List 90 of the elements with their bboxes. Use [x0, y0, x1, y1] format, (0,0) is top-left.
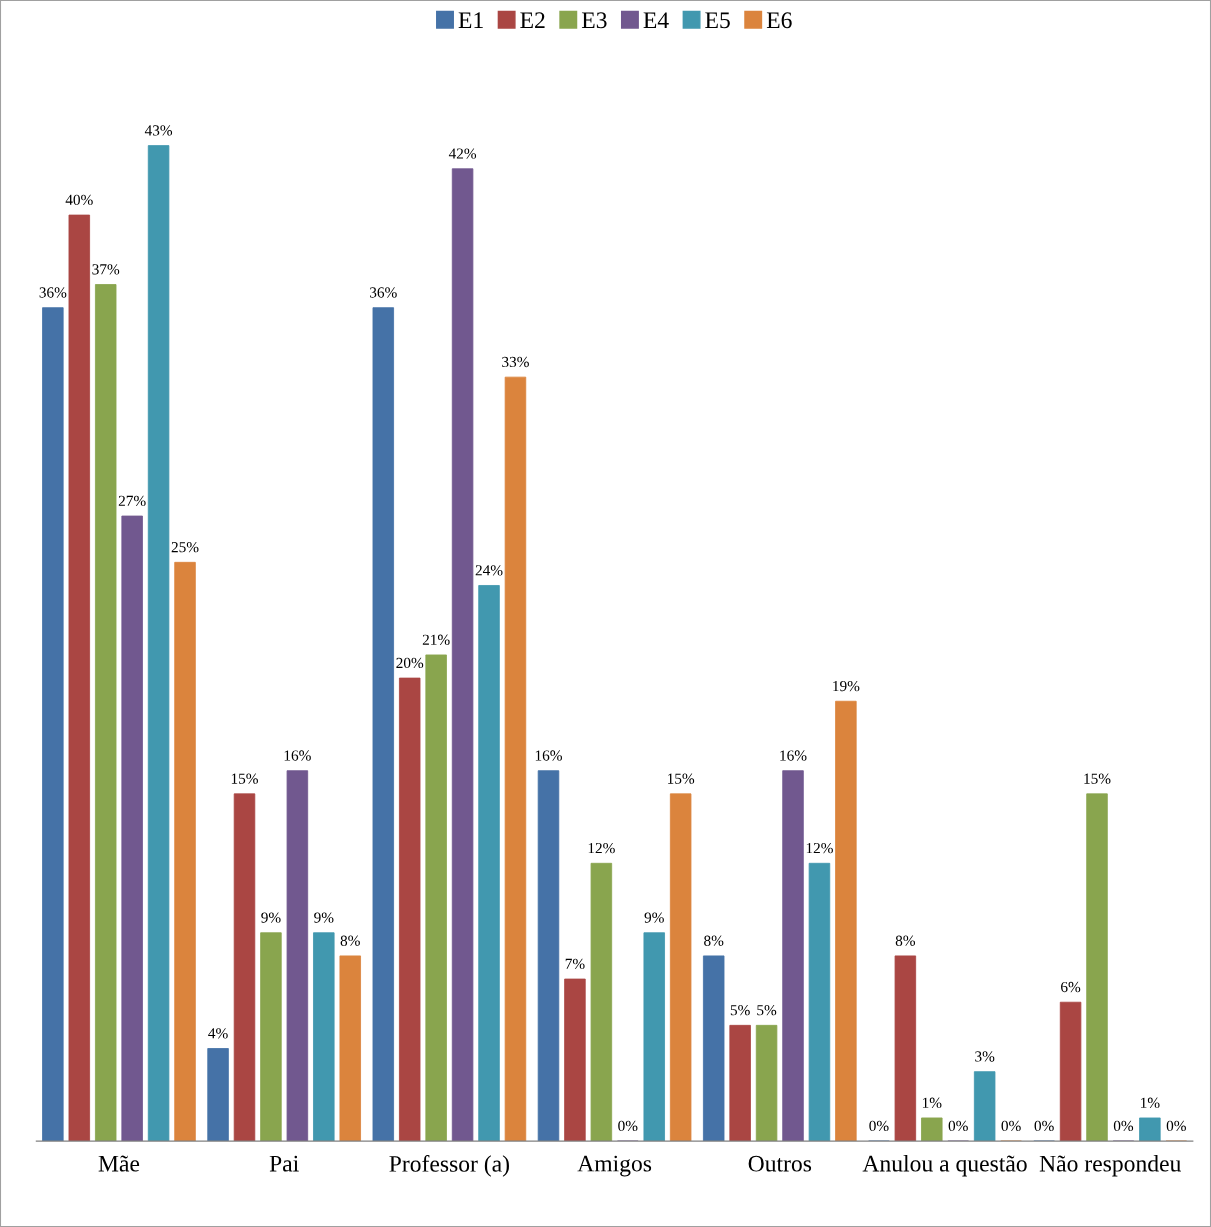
- data-label: 9%: [314, 912, 334, 923]
- bar: [808, 862, 831, 1142]
- bar: [782, 770, 804, 1142]
- legend-label: E2: [520, 12, 545, 28]
- data-label: 0%: [618, 1120, 638, 1132]
- data-label: 0%: [1001, 1120, 1021, 1132]
- bar: [1139, 1117, 1161, 1142]
- bar: [68, 214, 91, 1142]
- bar: [451, 168, 474, 1142]
- bar: [669, 793, 692, 1142]
- bar: [339, 955, 361, 1142]
- data-label: 16%: [780, 750, 807, 761]
- legend-label: E1: [458, 12, 483, 28]
- data-label: 16%: [284, 750, 311, 761]
- data-label: 0%: [1034, 1120, 1054, 1132]
- x-tick-label: Outros: [748, 1155, 812, 1172]
- data-label: 43%: [144, 125, 173, 136]
- data-label: 12%: [588, 842, 615, 854]
- bar: [921, 1117, 943, 1142]
- bar: [894, 955, 917, 1142]
- legend-label: E3: [581, 12, 607, 29]
- data-label: 1%: [922, 1097, 942, 1108]
- data-label: 0%: [1166, 1120, 1186, 1132]
- bar: [504, 376, 527, 1142]
- data-label: 37%: [92, 264, 120, 275]
- data-label: 36%: [370, 287, 397, 298]
- bar: [260, 932, 282, 1142]
- data-label: 27%: [118, 495, 146, 507]
- x-tick-label: Não respondeu: [1039, 1155, 1181, 1177]
- bar: [121, 515, 143, 1142]
- data-label: 15%: [231, 773, 258, 784]
- data-label: 25%: [171, 541, 199, 553]
- data-label: 24%: [475, 565, 503, 576]
- data-label: 5%: [730, 1005, 750, 1016]
- bar: [398, 677, 421, 1142]
- data-label: 16%: [535, 750, 562, 761]
- x-tick-label: Mãe: [98, 1155, 140, 1172]
- bar: [973, 1071, 996, 1142]
- data-label: 1%: [1141, 1097, 1160, 1108]
- bar: [372, 307, 395, 1142]
- bar: [1059, 1001, 1082, 1142]
- bar: [233, 793, 256, 1142]
- legend-label: E6: [766, 12, 792, 29]
- bar: [702, 955, 725, 1142]
- data-label: 9%: [644, 912, 664, 923]
- data-label: 8%: [704, 935, 724, 946]
- bar: [147, 145, 170, 1142]
- data-label: 8%: [895, 935, 916, 946]
- data-label: 8%: [340, 935, 360, 946]
- data-label: 12%: [806, 842, 833, 854]
- data-label: 7%: [565, 958, 585, 970]
- bar: [94, 284, 117, 1142]
- data-label: 19%: [833, 680, 860, 692]
- data-label: 9%: [261, 912, 281, 923]
- bar: [1086, 793, 1108, 1142]
- x-tick-label: Professor (a): [389, 1155, 509, 1177]
- bar: [478, 585, 500, 1142]
- bar: [564, 978, 586, 1142]
- data-label: 15%: [1084, 773, 1111, 784]
- x-tick-label: Amigos: [577, 1155, 652, 1177]
- data-label: 21%: [422, 634, 450, 645]
- bar: [755, 1024, 778, 1142]
- bar: [286, 770, 309, 1142]
- data-label: 0%: [948, 1120, 968, 1132]
- data-label: 3%: [975, 1051, 995, 1062]
- bar: [835, 700, 857, 1142]
- x-tick-label: Anulou a questão: [862, 1155, 1027, 1177]
- legend-label: E5: [705, 12, 730, 29]
- bar: [643, 932, 665, 1142]
- bar: [590, 862, 613, 1142]
- data-label: 42%: [448, 148, 477, 159]
- bar: [425, 654, 447, 1142]
- legend-label: E4: [643, 12, 669, 28]
- data-label: 0%: [869, 1120, 889, 1132]
- x-tick-label: Pai: [269, 1155, 299, 1172]
- bar: [313, 932, 335, 1142]
- data-label: 0%: [1113, 1120, 1134, 1132]
- bar: [537, 770, 560, 1142]
- data-label: 40%: [65, 194, 93, 206]
- data-label: 33%: [502, 356, 529, 368]
- bar: [42, 307, 64, 1142]
- data-label: 20%: [396, 657, 424, 669]
- data-label: 15%: [668, 773, 695, 784]
- bar: [729, 1024, 751, 1142]
- bar: [174, 561, 196, 1142]
- data-label: 36%: [39, 287, 67, 298]
- data-label: 6%: [1061, 981, 1081, 993]
- bar: [207, 1048, 229, 1142]
- data-label: 5%: [757, 1005, 777, 1016]
- data-label: 4%: [208, 1028, 228, 1039]
